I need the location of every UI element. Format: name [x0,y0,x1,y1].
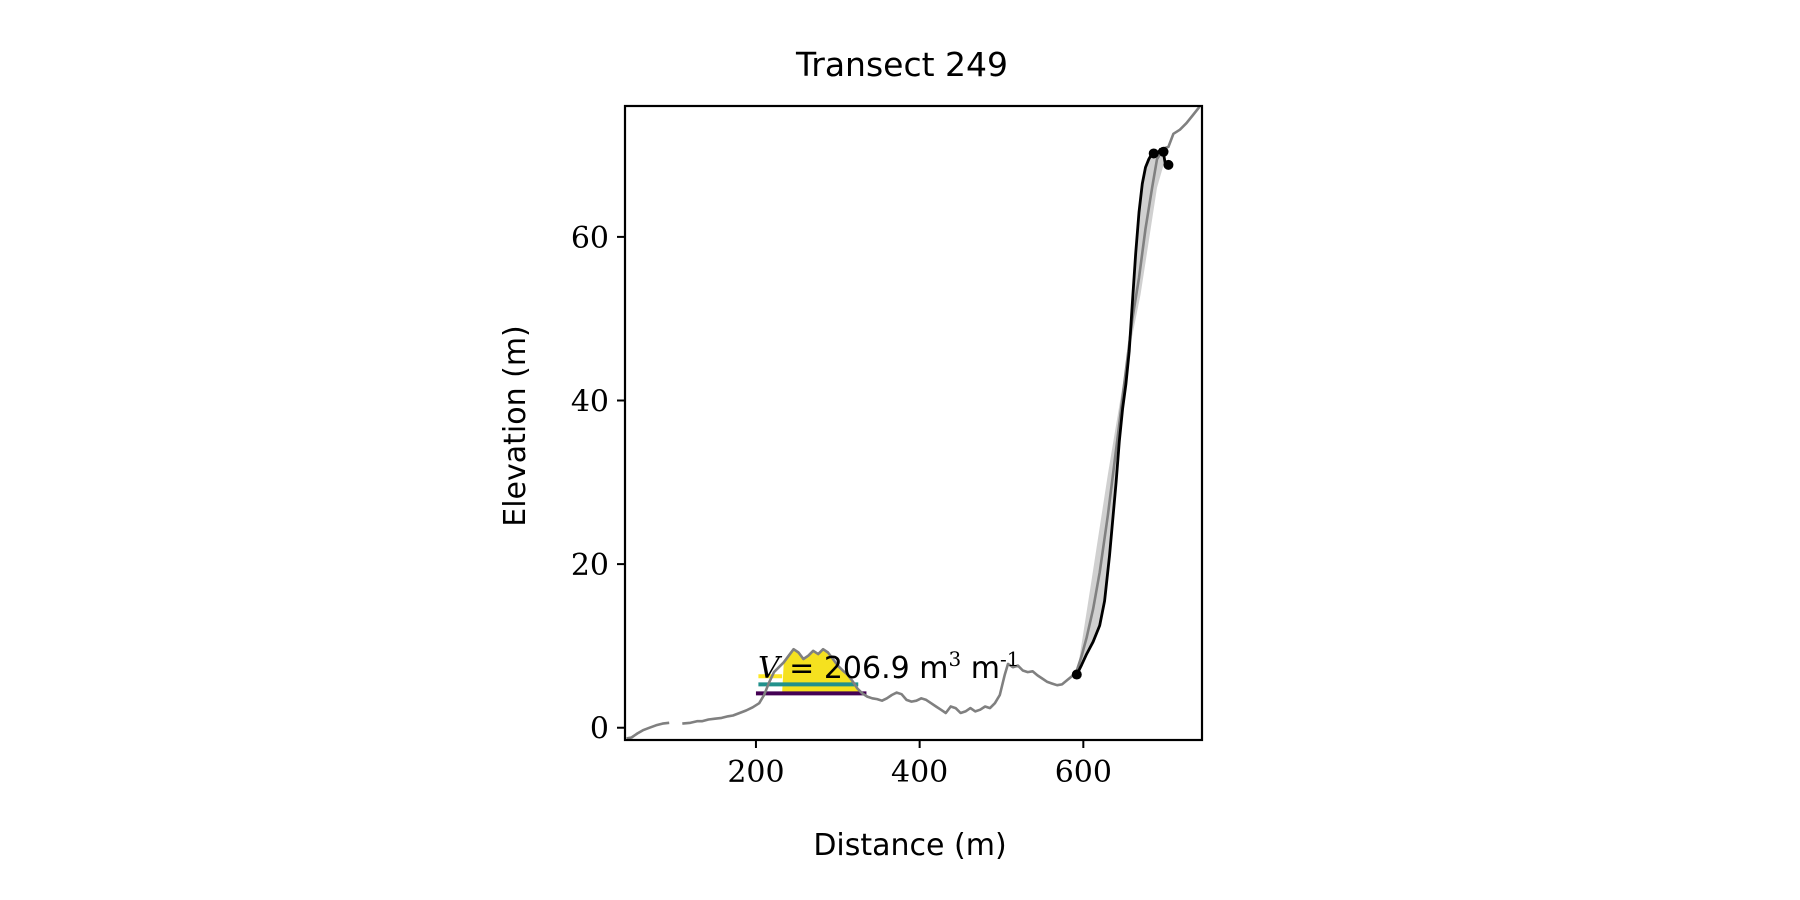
y-tick-label-40: 40 [571,385,609,420]
x-tick-label-200: 200 [727,755,784,790]
y-tick-label-20: 20 [571,548,609,583]
cliff-volume-area [1076,149,1169,675]
dune-volume-fill [782,649,860,694]
y-tick-label-60: 60 [571,221,609,256]
cliff-point-1 [1148,148,1159,159]
y-axis-label: Elevation (m) [498,325,533,527]
profile-line-segment-1 [682,106,1201,725]
volume-annotation: V = 206.9 m3 m-1 [758,647,1020,686]
chart-title: Transect 249 [795,45,1008,84]
x-axis-label: Distance (m) [813,828,1006,863]
volume-unit-mid: m [961,651,1000,686]
cliff-point-3 [1163,159,1174,170]
volume-unit-exp: 3 [948,647,961,671]
x-tick-label-400: 400 [891,755,948,790]
cliff-point-2 [1158,146,1169,157]
y-tick-label-0: 0 [590,712,609,747]
volume-unit-exp2: -1 [1000,647,1019,671]
y-axis-ticks: 0 20 40 60 [571,221,625,747]
cliff-point-0 [1071,669,1082,680]
volume-symbol: V [758,651,783,686]
axes-frame [623,104,1204,742]
plot-area [626,106,1201,740]
x-axis-ticks: 200 400 600 [727,740,1112,790]
volume-value: = 206.9 m [780,651,949,686]
profile-line-segment-0 [626,721,670,740]
x-tick-label-600: 600 [1055,755,1112,790]
